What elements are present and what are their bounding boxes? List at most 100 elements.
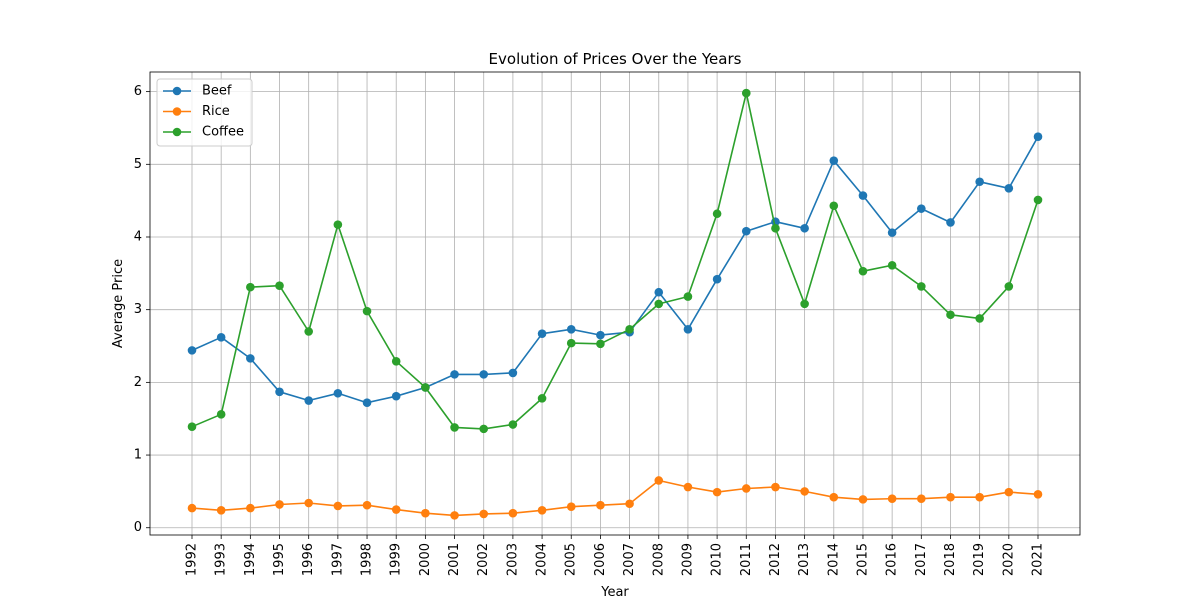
data-point-coffee (275, 281, 284, 290)
x-tick-label: 2007 (622, 543, 637, 576)
x-tick-label: 2000 (418, 543, 433, 576)
data-point-rice (479, 509, 489, 519)
data-point-coffee (246, 282, 255, 292)
series-line-beef (191, 136, 1039, 404)
series-line-rice (191, 479, 1039, 517)
x-tick-label: 2003 (505, 543, 520, 576)
data-point-coffee (537, 394, 547, 403)
x-tick-label: 2006 (593, 543, 608, 576)
data-point-rice (683, 482, 693, 492)
data-point-rice (508, 508, 518, 518)
x-tick-label: 2017 (914, 543, 929, 576)
x-tick-label: 1997 (330, 543, 345, 576)
data-point-rice (654, 476, 664, 485)
data-point-coffee (771, 223, 780, 233)
data-point-beef (800, 223, 809, 233)
data-point-beef (246, 354, 255, 363)
data-point-coffee (304, 327, 313, 336)
data-point-rice (625, 499, 634, 509)
legend-marker-rice (172, 107, 182, 116)
data-point-coffee (479, 424, 489, 434)
data-point-rice (566, 502, 576, 511)
y-tick-label: 1 (134, 448, 142, 463)
data-point-rice (800, 487, 809, 496)
data-point-rice (187, 503, 197, 513)
data-point-rice (975, 492, 984, 502)
data-point-beef (917, 204, 926, 213)
legend-label-beef: Beef (202, 84, 232, 99)
x-tick-label: 2005 (564, 543, 579, 576)
grid-lines (150, 72, 1080, 535)
x-tick-label: 1993 (214, 543, 229, 576)
x-axis-title: Year (600, 585, 629, 600)
data-point-beef (712, 274, 722, 284)
x-tick-label: 1998 (360, 543, 375, 576)
data-point-beef (566, 325, 576, 334)
x-tick-label: 2015 (855, 543, 870, 576)
data-point-rice (712, 487, 722, 497)
data-point-beef (654, 287, 664, 297)
x-tick-label: 2013 (797, 543, 812, 576)
data-point-rice (246, 503, 255, 513)
data-point-rice (537, 505, 547, 515)
data-point-coffee (946, 310, 955, 320)
legend-marker-beef (172, 86, 182, 96)
y-tick-label: 3 (134, 302, 142, 317)
data-point-rice (829, 492, 839, 502)
data-point-rice (887, 494, 897, 503)
x-tick-label: 2008 (651, 543, 666, 576)
data-point-rice (216, 505, 226, 515)
data-point-rice (1033, 489, 1043, 499)
y-tick-label: 2 (134, 375, 142, 390)
data-point-beef (537, 329, 547, 338)
y-tick-label: 6 (134, 84, 142, 99)
x-axis-ticks: 1992 1993 1994 1995 1996 1997 1998 1999 2000 2001… (185, 535, 1046, 576)
legend-label-coffee: Coffee (202, 125, 244, 140)
data-point-rice (391, 505, 401, 514)
data-point-beef (887, 228, 897, 237)
data-point-coffee (391, 356, 401, 366)
data-point-coffee (566, 338, 576, 348)
data-point-coffee (421, 383, 430, 392)
data-point-rice (362, 500, 372, 510)
data-point-coffee (829, 201, 839, 211)
legend-label-rice: Rice (202, 104, 230, 119)
x-tick-label: 1996 (301, 543, 316, 576)
x-tick-label: 1994 (243, 543, 258, 576)
x-tick-label: 2021 (1031, 543, 1046, 576)
data-point-coffee (917, 282, 926, 291)
data-point-coffee (216, 410, 226, 419)
x-tick-label: 2004 (535, 543, 550, 576)
y-tick-label: 0 (134, 520, 142, 535)
x-tick-label: 2016 (885, 543, 900, 576)
legend-marker-coffee (172, 127, 182, 137)
data-point-coffee (887, 261, 897, 270)
x-tick-label: 2009 (680, 543, 695, 576)
x-tick-label: 1992 (185, 543, 200, 576)
data-point-coffee (1004, 282, 1014, 291)
x-tick-label: 1995 (272, 543, 287, 576)
data-point-rice (450, 511, 459, 520)
x-tick-label: 2014 (826, 543, 841, 576)
chart-title: Evolution of Prices Over the Years (489, 50, 742, 68)
data-point-beef (275, 387, 284, 397)
data-point-coffee (187, 422, 197, 432)
legend-box (156, 78, 253, 147)
data-point-coffee (654, 299, 664, 309)
x-tick-label: 2011 (739, 543, 754, 576)
data-point-rice (771, 482, 780, 492)
data-point-beef (1004, 183, 1014, 193)
data-point-coffee (800, 299, 809, 309)
data-point-beef (975, 177, 984, 187)
series-layer (187, 88, 1043, 520)
x-tick-label: 1999 (389, 543, 404, 576)
data-point-beef (479, 370, 489, 379)
data-point-coffee (508, 420, 518, 429)
x-tick-label: 2001 (447, 543, 462, 576)
data-point-coffee (362, 306, 372, 316)
x-tick-label: 2018 (943, 543, 958, 576)
y-axis-title: Average Price (111, 259, 126, 348)
data-point-beef (741, 226, 751, 236)
data-point-beef (450, 370, 459, 379)
